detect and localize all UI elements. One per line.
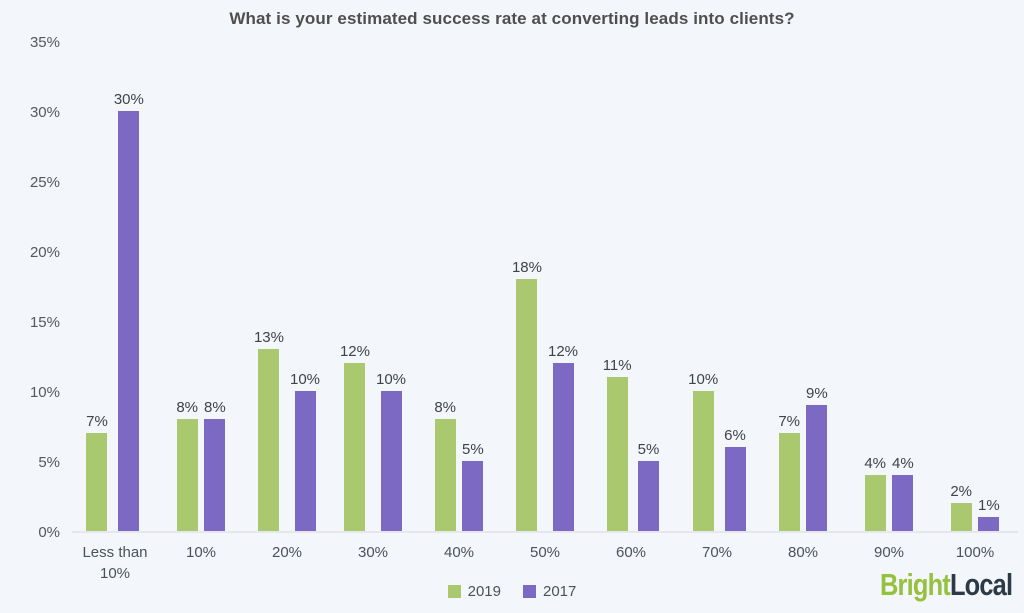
category-group: 2% 1% — [932, 483, 1018, 531]
bar-2019 — [864, 475, 886, 531]
x-axis-category-label: 10% — [185, 544, 217, 561]
bar-value-label: 13% — [253, 329, 284, 346]
bar-2019 — [258, 349, 280, 531]
bar-2017 — [380, 391, 402, 531]
x-axis-category-label: 70% — [701, 544, 733, 561]
bar-2019 — [86, 433, 108, 531]
y-tick-label: 30% — [29, 104, 60, 121]
y-tick-label: 20% — [29, 244, 60, 261]
bar-value-label: 12% — [548, 343, 579, 360]
bar-value-label: 5% — [637, 441, 660, 458]
bar-2019 — [950, 503, 972, 531]
bar-value-label: 10% — [290, 371, 321, 388]
x-axis-category-label: 80% — [787, 544, 819, 561]
x-axis-category-label: Less than 10% — [82, 544, 148, 582]
bar-2017 — [892, 475, 914, 531]
bar-value-label: 30% — [113, 91, 144, 108]
legend-item-2019: 2019 — [447, 583, 501, 600]
brand-logo-part1: Bright — [879, 567, 951, 602]
x-axis-category-label: 30% — [357, 544, 389, 561]
x-axis-category-label: 90% — [873, 544, 905, 561]
bar-value-label: 4% — [864, 455, 886, 472]
legend-swatch — [523, 585, 536, 598]
legend-label: 2017 — [543, 583, 577, 600]
bar-2017 — [462, 461, 484, 531]
category-group: 13% 10% — [244, 329, 330, 531]
bar-2017 — [204, 419, 226, 531]
y-axis: 0% 5% 10% 15% 20% 25% 30% 35% — [0, 0, 60, 613]
category-group: 11% 5% — [588, 357, 674, 531]
category-group: 8% 8% — [158, 399, 244, 531]
plot-groups: 7% 30% 8% 8% 13% 10% 12% 10% 8% 5% 18% 12% 11% 5% 10% 6… — [72, 43, 1018, 533]
x-axis-category-label: 20% — [271, 544, 303, 561]
category-group: 4% 4% — [846, 455, 932, 531]
bar-2017 — [637, 461, 659, 531]
brand-logo-part2: Local — [949, 567, 1013, 602]
y-tick-label: 0% — [38, 524, 60, 541]
category-group: 10% 6% — [674, 371, 760, 531]
x-axis-labels: Less than 10% 10% 20% 30% 40% 50% 60% 70% 80% 90%… — [72, 542, 1018, 584]
bar-value-label: 10% — [688, 371, 719, 388]
y-tick-label: 15% — [29, 314, 60, 331]
bar-value-label: 8% — [434, 399, 456, 416]
y-tick-label: 35% — [29, 34, 60, 51]
category-group: 7% 9% — [760, 385, 846, 531]
legend-swatch — [447, 585, 461, 598]
bar-2017 — [294, 391, 316, 531]
bar-value-label: 4% — [892, 455, 914, 472]
bar-value-label: 2% — [950, 483, 972, 500]
bar-value-label: 7% — [778, 413, 800, 430]
y-tick-label: 25% — [29, 174, 60, 191]
bar-2019 — [692, 391, 714, 531]
bar-value-label: 8% — [176, 399, 198, 416]
bar-value-label: 10% — [376, 371, 407, 388]
category-group: 18% 12% — [502, 259, 588, 531]
bar-2019 — [344, 363, 366, 531]
plot-area: 7% 30% 8% 8% 13% 10% 12% 10% 8% 5% 18% 12% 11% 5% 10% 6… — [72, 43, 1018, 584]
brand-logo: BrightLocal — [879, 567, 1013, 603]
bar-value-label: 11% — [602, 357, 632, 374]
bar-value-label: 7% — [86, 413, 108, 430]
bar-2017 — [806, 405, 828, 531]
bar-value-label: 6% — [724, 427, 746, 444]
bar-value-label: 8% — [204, 399, 226, 416]
category-group: 12% 10% — [330, 343, 416, 531]
bar-2017 — [118, 111, 140, 531]
chart-title: What is your estimated success rate at c… — [229, 9, 795, 28]
legend-label: 2019 — [467, 583, 501, 600]
x-axis-category-label: 40% — [443, 544, 475, 561]
bar-2019 — [606, 377, 628, 531]
bar-value-label: 12% — [339, 343, 370, 360]
bar-2019 — [778, 433, 800, 531]
bar-2017 — [978, 517, 1000, 531]
bar-2017 — [724, 447, 746, 531]
bar-2019 — [176, 419, 198, 531]
x-axis-category-label: 100% — [955, 544, 995, 561]
category-group: 7% 30% — [72, 91, 158, 531]
y-tick-label: 10% — [29, 384, 60, 401]
bar-2019 — [516, 279, 538, 531]
bar-2019 — [434, 419, 456, 531]
bar-value-label: 5% — [462, 441, 484, 458]
y-tick-label: 5% — [38, 454, 60, 471]
bar-value-label: 18% — [511, 259, 542, 276]
bar-value-label: 9% — [806, 385, 828, 402]
category-group: 8% 5% — [416, 399, 502, 531]
legend: 2019 2017 — [0, 583, 1024, 600]
bar-2017 — [552, 363, 574, 531]
x-axis-category-label: 50% — [529, 544, 561, 561]
x-axis-category-label: 60% — [615, 544, 647, 561]
bar-value-label: 1% — [978, 497, 1000, 514]
legend-item-2017: 2017 — [523, 583, 576, 600]
